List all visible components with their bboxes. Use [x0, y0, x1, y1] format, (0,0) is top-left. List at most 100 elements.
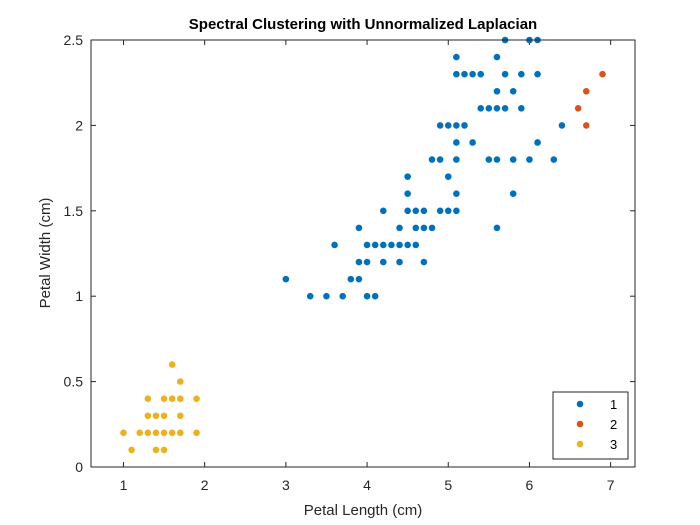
x-tick-label: 2	[201, 477, 209, 493]
data-points	[120, 36, 606, 454]
data-point-series-3	[144, 395, 152, 402]
data-point-series-1	[453, 207, 460, 215]
data-point-series-1	[453, 70, 460, 78]
data-point-series-1	[469, 70, 476, 78]
legend-label-1: 1	[610, 397, 617, 412]
data-point-series-1	[509, 190, 517, 198]
data-point-series-1	[453, 53, 460, 61]
x-tick-label: 1	[120, 477, 128, 493]
data-point-series-3	[160, 395, 168, 402]
data-point-series-1	[550, 156, 558, 163]
data-point-series-1	[501, 70, 509, 78]
data-point-series-1	[461, 70, 468, 78]
data-point-series-1	[339, 292, 347, 300]
data-point-series-1	[436, 207, 444, 215]
data-point-series-1	[363, 241, 371, 249]
data-point-series-1	[493, 87, 501, 95]
data-point-series-1	[379, 207, 387, 215]
data-point-series-1	[355, 258, 363, 266]
data-point-series-3	[193, 395, 200, 402]
data-point-series-1	[501, 105, 509, 112]
data-point-series-1	[404, 173, 411, 180]
data-point-series-1	[453, 139, 460, 146]
data-point-series-1	[355, 224, 363, 232]
data-point-series-1	[534, 139, 541, 146]
data-point-series-1	[493, 53, 501, 61]
data-point-series-3	[160, 446, 168, 454]
data-point-series-1	[509, 156, 517, 163]
data-point-series-3	[136, 429, 144, 437]
axis-ticks: 1 2 3 4 5 6 7 0 0.5 1 1.5 2 2.5	[64, 32, 635, 493]
data-point-series-1	[363, 258, 371, 266]
legend-marker-1	[576, 400, 584, 408]
data-point-series-1	[404, 241, 411, 249]
plot-area-frame	[90, 39, 636, 468]
y-tick-label: 2.5	[64, 32, 84, 48]
chart-title: Spectral Clustering with Unnormalized La…	[189, 16, 537, 33]
data-point-series-1	[485, 105, 493, 112]
data-point-series-3	[144, 429, 152, 437]
data-point-series-1	[477, 70, 485, 78]
data-point-series-3	[177, 429, 184, 437]
data-point-series-1	[477, 105, 485, 112]
data-point-series-2	[599, 70, 606, 78]
data-point-series-1	[420, 224, 428, 232]
data-point-series-1	[453, 156, 460, 163]
data-point-series-1	[444, 173, 452, 180]
data-point-series-1	[396, 258, 403, 266]
data-point-series-1	[388, 241, 395, 249]
data-point-series-1	[518, 70, 525, 78]
x-tick-label: 7	[607, 477, 615, 493]
data-point-series-1	[436, 156, 444, 163]
data-point-series-3	[120, 429, 127, 437]
data-point-series-3	[152, 446, 160, 454]
data-point-series-1	[518, 105, 525, 112]
legend-marker-3	[576, 440, 584, 448]
data-point-series-2	[582, 87, 590, 95]
x-tick-label: 5	[444, 477, 452, 493]
data-point-series-1	[347, 275, 355, 283]
x-axis-label: Petal Length (cm)	[304, 502, 422, 519]
x-tick-label: 3	[282, 477, 290, 493]
data-point-series-1	[526, 156, 533, 163]
data-point-series-3	[168, 361, 176, 368]
y-tick-label: 1.5	[64, 203, 84, 219]
y-tick-label: 1	[75, 288, 83, 304]
data-point-series-1	[379, 241, 387, 249]
data-point-series-3	[160, 412, 168, 420]
data-point-series-1	[444, 122, 452, 129]
y-tick-label: 0.5	[64, 374, 84, 390]
x-tick-label: 6	[526, 477, 534, 493]
data-point-series-3	[128, 446, 135, 454]
data-point-series-1	[436, 122, 444, 129]
data-point-series-1	[428, 156, 436, 163]
data-point-series-1	[485, 156, 493, 163]
data-point-series-1	[306, 292, 314, 300]
legend-marker-2	[576, 420, 584, 428]
data-point-series-1	[396, 224, 403, 232]
data-point-series-1	[323, 292, 330, 300]
data-point-series-1	[331, 241, 338, 249]
data-point-series-3	[193, 429, 200, 437]
data-point-series-1	[444, 207, 452, 215]
y-axis-label: Petal Width (cm)	[37, 198, 54, 309]
data-point-series-1	[420, 207, 428, 215]
data-point-series-1	[558, 122, 566, 129]
data-point-series-1	[355, 275, 363, 283]
y-tick-label: 0	[75, 459, 83, 475]
data-point-series-1	[404, 190, 411, 198]
legend: 1 2 3	[552, 391, 629, 460]
legend-label-3: 3	[610, 437, 617, 452]
data-point-series-1	[453, 190, 460, 198]
data-point-series-3	[177, 395, 184, 402]
legend-box	[552, 391, 629, 460]
data-point-series-1	[396, 241, 403, 249]
data-point-series-2	[574, 105, 582, 112]
data-point-series-1	[371, 241, 379, 249]
data-point-series-1	[371, 292, 379, 300]
data-point-series-3	[152, 429, 160, 437]
y-tick-label: 2	[75, 117, 83, 133]
data-point-series-3	[177, 412, 184, 420]
data-point-series-1	[412, 207, 420, 215]
